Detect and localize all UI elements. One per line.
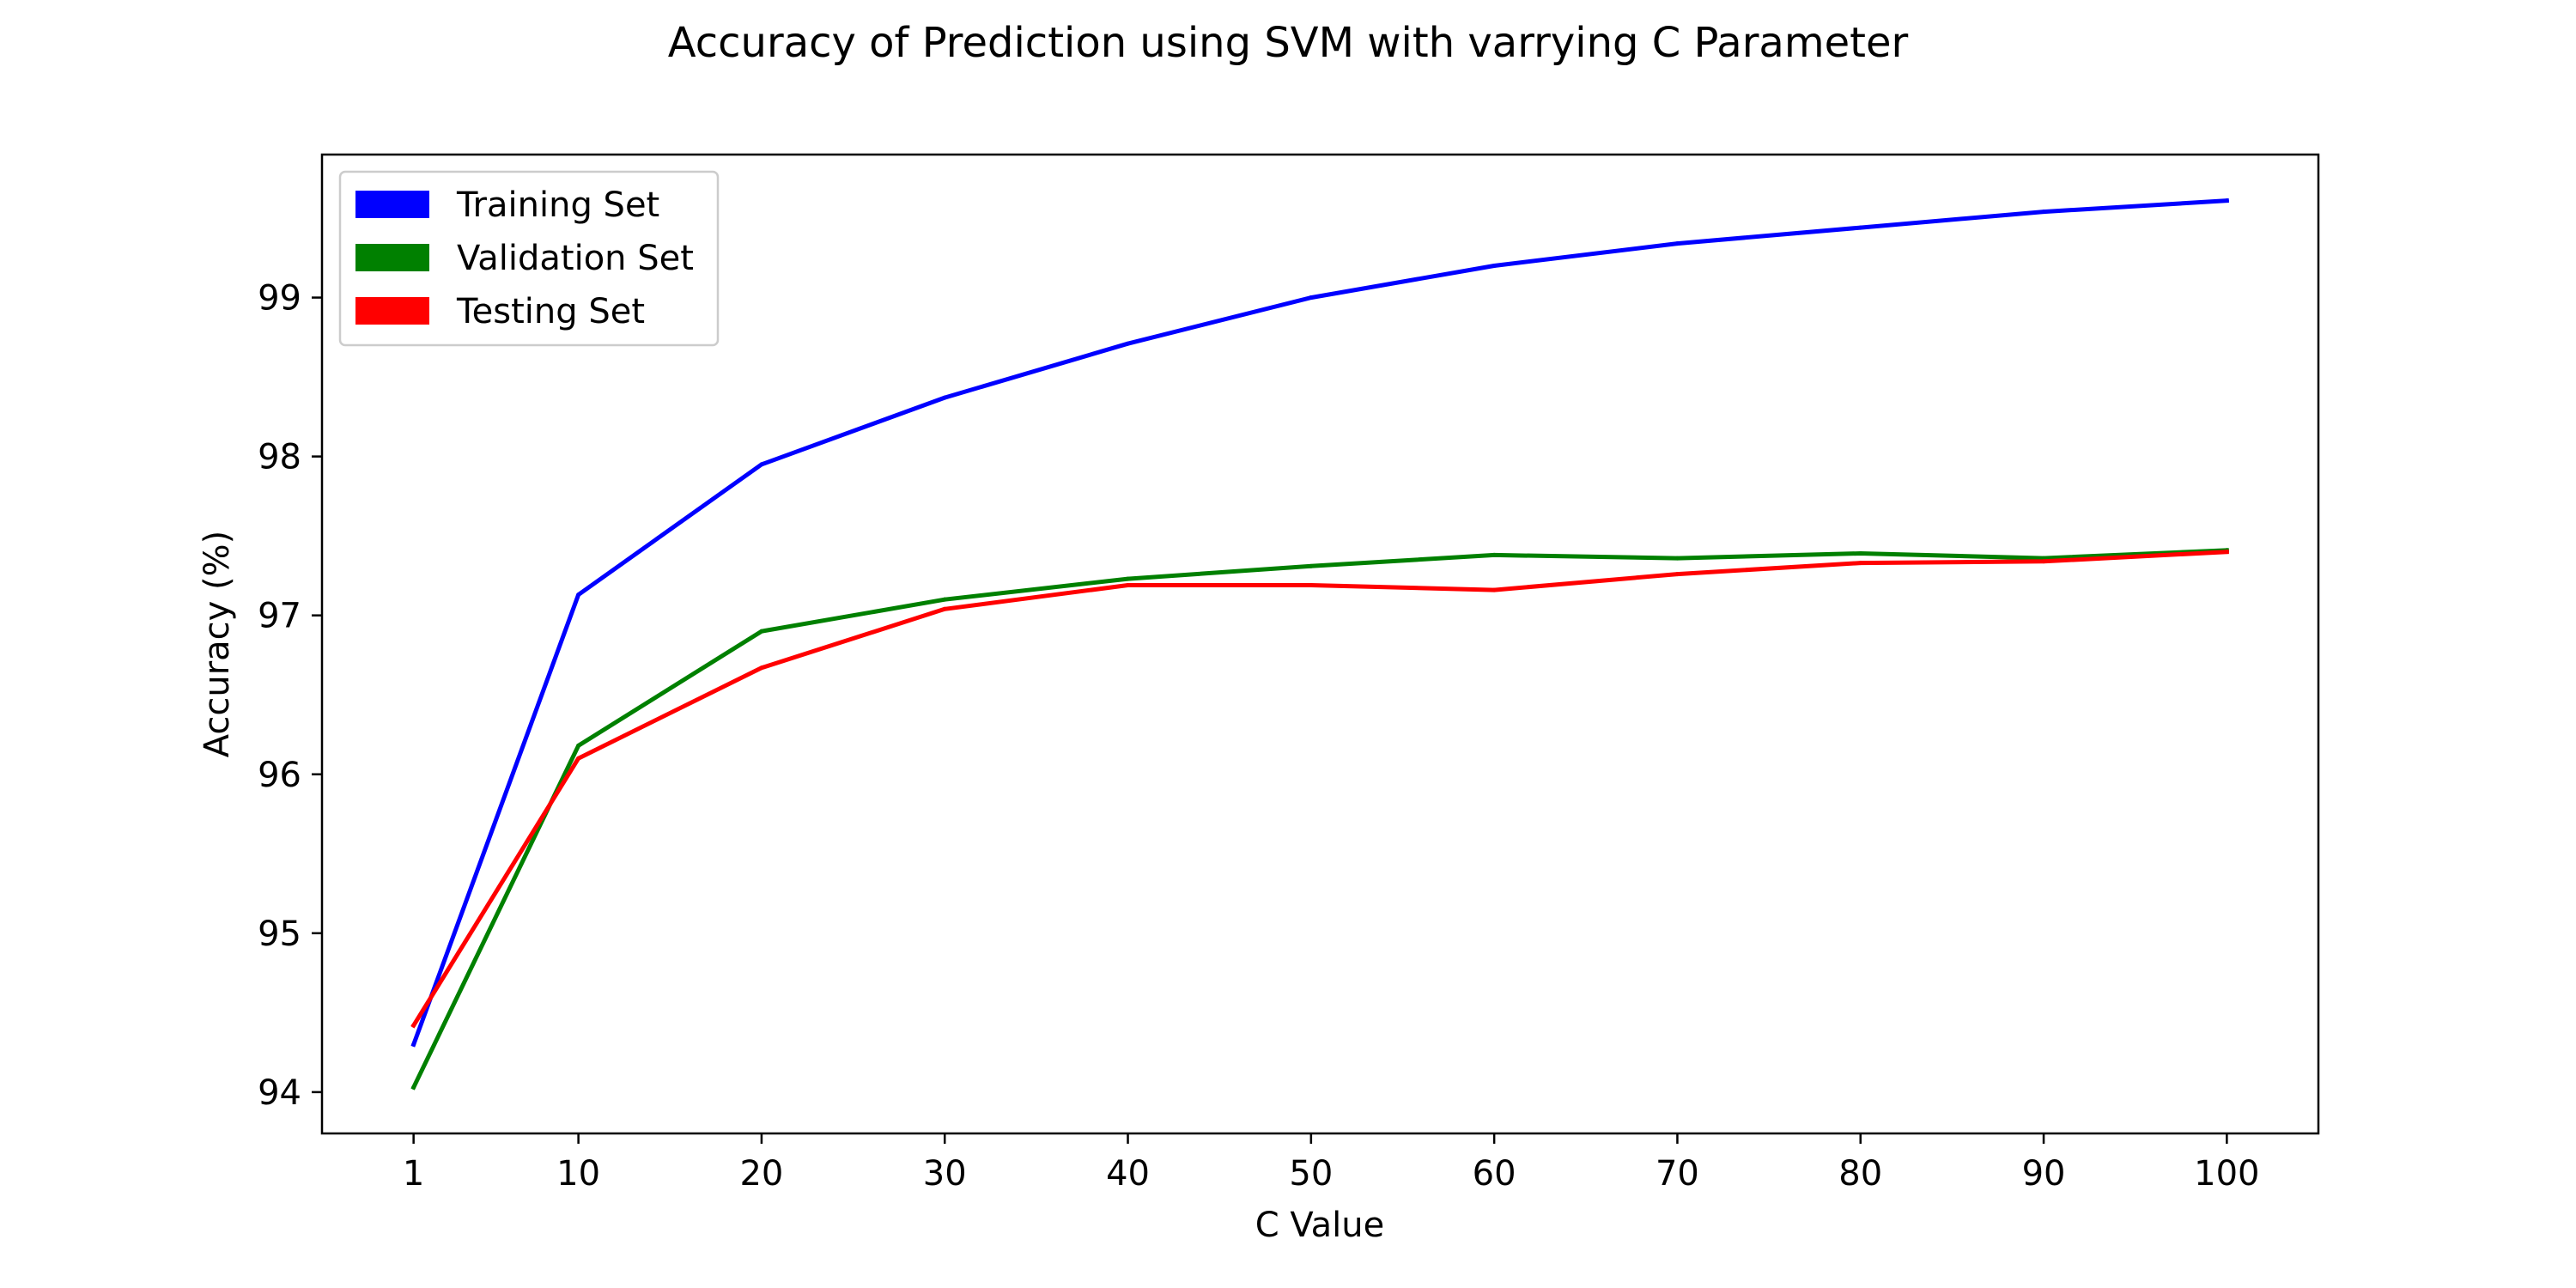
data-point-testing-set [411, 1023, 416, 1028]
data-point-validation-set [576, 743, 581, 748]
y-tick-label: 99 [258, 279, 301, 319]
y-tick-label: 97 [258, 597, 301, 636]
chart-title: Accuracy of Prediction using SVM with va… [668, 19, 1909, 67]
x-tick-label: 90 [2022, 1154, 2066, 1194]
x-tick-label: 20 [739, 1154, 783, 1194]
data-point-training-set [759, 462, 764, 467]
plot-area-frame [320, 153, 2320, 1135]
data-point-validation-set [1309, 563, 1314, 568]
data-point-testing-set [576, 756, 581, 761]
data-point-testing-set [1858, 561, 1863, 566]
series-lines [410, 198, 2229, 1091]
data-point-training-set [1674, 241, 1680, 246]
data-point-validation-set [1674, 556, 1680, 561]
data-point-testing-set [1492, 587, 1497, 592]
legend-label-validation-set: Validation Set [457, 239, 694, 278]
legend-swatch-testing-set [355, 297, 429, 325]
data-point-validation-set [1126, 576, 1131, 581]
data-point-training-set [2224, 198, 2229, 204]
legend-swatch-training-set [355, 191, 429, 218]
x-tick-label: 70 [1656, 1154, 1699, 1194]
y-tick-label: 98 [258, 438, 301, 477]
data-point-validation-set [942, 597, 947, 602]
data-point-testing-set [759, 665, 764, 671]
y-tick-label: 95 [258, 914, 301, 954]
y-tick-label: 94 [258, 1073, 301, 1113]
x-tick-label: 100 [2194, 1154, 2259, 1194]
data-point-testing-set [1309, 583, 1314, 588]
data-point-testing-set [2224, 550, 2229, 555]
data-point-training-set [1858, 225, 1863, 230]
data-point-training-set [1126, 341, 1131, 346]
legend-label-testing-set: Testing Set [456, 292, 645, 331]
data-point-validation-set [759, 629, 764, 634]
y-axis-label: Accuracy (%) [197, 531, 237, 758]
data-point-testing-set [2041, 559, 2046, 564]
data-point-training-set [2041, 210, 2046, 215]
x-tick-label: 80 [1838, 1154, 1882, 1194]
y-axis: 94 95 96 97 98 99 [258, 279, 322, 1113]
x-tick-label: 50 [1289, 1154, 1333, 1194]
legend: Training Set Validation Set Testing Set [338, 170, 720, 347]
x-tick-label: 30 [923, 1154, 967, 1194]
legend-swatch-validation-set [355, 244, 429, 271]
x-tick-label: 40 [1106, 1154, 1150, 1194]
x-tick-label: 1 [403, 1154, 424, 1194]
data-point-testing-set [942, 606, 947, 611]
data-point-validation-set [1492, 552, 1497, 557]
legend-box [338, 170, 720, 347]
series-line-testing-set [410, 550, 2229, 1029]
data-point-training-set [942, 395, 947, 400]
data-point-testing-set [1126, 583, 1131, 588]
x-axis: 1 10 20 30 40 50 60 70 80 90 100 [403, 1133, 2260, 1194]
x-tick-label: 10 [556, 1154, 600, 1194]
data-point-validation-set [411, 1084, 416, 1090]
data-point-validation-set [1858, 551, 1863, 556]
data-point-training-set [1309, 295, 1314, 301]
data-point-training-set [1492, 264, 1497, 269]
data-point-training-set [411, 1042, 416, 1047]
x-axis-label: C Value [1255, 1206, 1385, 1245]
y-tick-label: 96 [258, 756, 301, 795]
legend-label-training-set: Training Set [456, 185, 659, 225]
data-point-training-set [576, 592, 581, 598]
x-tick-label: 60 [1473, 1154, 1516, 1194]
series-line-validation-set [410, 548, 2229, 1091]
data-point-testing-set [1674, 572, 1680, 577]
